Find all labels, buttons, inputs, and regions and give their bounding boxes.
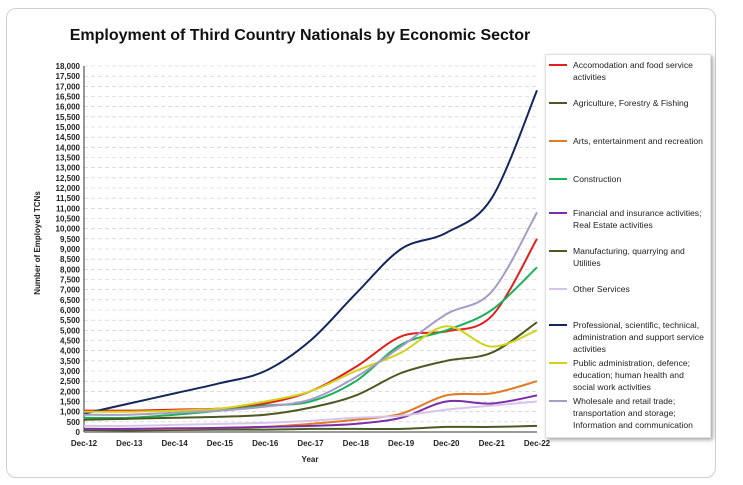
y-tick-label: 1,000 (60, 408, 81, 417)
legend-label: Other Services (573, 284, 630, 294)
series-line-4 (83, 394, 538, 430)
series-lines (83, 90, 538, 432)
x-tick-label: Dec-22 (524, 439, 551, 448)
legend-swatch (549, 324, 567, 326)
y-tick-label: 10,500 (56, 215, 81, 224)
y-tick-label: 17,500 (56, 72, 81, 81)
y-tick-label: 16,000 (56, 103, 81, 112)
x-tick-label: Dec-20 (433, 439, 460, 448)
y-tick-label: 8,500 (60, 255, 81, 264)
y-tick-label: 17,000 (56, 82, 81, 91)
x-tick-label: Dec-15 (207, 439, 234, 448)
legend-label: Agriculture, Forestry & Fishing (573, 98, 689, 108)
y-tick-label: 5,500 (60, 316, 81, 325)
series-line-3 (83, 266, 538, 420)
y-tick-label: 9,500 (60, 235, 81, 244)
y-tick-label: 14,500 (56, 133, 81, 142)
x-axis-label: Year (302, 455, 319, 464)
x-tick-label: Dec-19 (388, 439, 415, 448)
x-tick-label: Dec-16 (252, 439, 279, 448)
chart-title: Employment of Third Country Nationals by… (69, 27, 531, 44)
y-tick-label: 3,500 (60, 357, 81, 366)
legend-swatch (549, 140, 567, 142)
y-tick-label: 2,500 (60, 377, 81, 386)
x-tick-label: Dec-17 (297, 439, 324, 448)
x-tick-label: Dec-13 (116, 439, 143, 448)
y-tick-label: 3,000 (60, 367, 81, 376)
y-tick-label: 4,000 (60, 347, 81, 356)
y-tick-label: 18,000 (56, 62, 81, 71)
y-tick-label: 11,500 (56, 194, 81, 203)
y-axis-label: Number of Employed TCNs (33, 191, 42, 295)
series-line-7 (83, 90, 538, 415)
y-tick-label: 13,000 (56, 164, 81, 173)
y-tick-label: 12,000 (56, 184, 81, 193)
legend-swatch (549, 362, 567, 364)
y-tick-label: 7,500 (60, 276, 81, 285)
y-tick-label: 14,000 (56, 143, 81, 152)
x-tick-labels: Dec-12 Dec-13 Dec-14 Dec-15 Dec-16 Dec-17 Dec-… (71, 439, 551, 448)
y-tick-label: 5,000 (60, 326, 81, 335)
y-tick-label: 0 (76, 428, 81, 437)
legend-swatch (549, 400, 567, 402)
chart-legend: Accomodation and food service activities… (545, 54, 711, 438)
y-tick-label: 2,000 (60, 387, 81, 396)
legend-label: Financial and insurance activities; Real… (573, 208, 702, 230)
legend-label: Manufacturing, quarrying and Utilities (573, 246, 685, 268)
legend-label: Accomodation and food service activities (573, 60, 693, 82)
y-tick-label: 16,500 (56, 93, 81, 102)
series-line-1 (83, 424, 538, 432)
legend-swatch (549, 212, 567, 214)
legend-swatch (549, 102, 567, 104)
y-tick-label: 6,500 (60, 296, 81, 305)
series-line-6 (83, 400, 538, 427)
legend-label: Arts, entertainment and recreation (573, 136, 703, 146)
y-tick-label: 9,000 (60, 245, 81, 254)
y-tick-label: 7,000 (60, 286, 81, 295)
x-tick-label: Dec-12 (71, 439, 98, 448)
series-line-0 (83, 238, 538, 412)
gridlines (83, 65, 537, 433)
legend-label: Construction (573, 174, 622, 184)
y-tick-label: 6,000 (60, 306, 81, 315)
x-tick-label: Dec-14 (161, 439, 188, 448)
series-line-9 (83, 211, 538, 416)
x-tick-label: Dec-18 (343, 439, 370, 448)
legend-label: Public administration, defence; educatio… (573, 358, 691, 392)
y-tick-label: 12,500 (56, 174, 81, 183)
y-tick-label: 10,000 (56, 225, 81, 234)
y-tick-label: 13,500 (56, 154, 81, 163)
legend-swatch (549, 64, 567, 66)
y-tick-label: 15,000 (56, 123, 81, 132)
legend-swatch (549, 178, 567, 180)
legend-label: Wholesale and retail trade; transportati… (573, 396, 693, 430)
legend-label: Professional, scientific, technical, adm… (573, 320, 704, 354)
legend-swatch (549, 288, 567, 290)
y-tick-label: 8,000 (60, 265, 81, 274)
y-tick-label: 1,500 (60, 398, 81, 407)
y-tick-label: 11,000 (56, 204, 81, 213)
y-tick-label: 15,500 (56, 113, 81, 122)
series-line-5 (83, 321, 538, 421)
x-tick-label: Dec-21 (479, 439, 506, 448)
series-line-8 (83, 325, 538, 413)
legend-swatch (549, 250, 567, 252)
y-tick-label: 500 (67, 418, 81, 427)
y-tick-label: 4,500 (60, 337, 81, 346)
